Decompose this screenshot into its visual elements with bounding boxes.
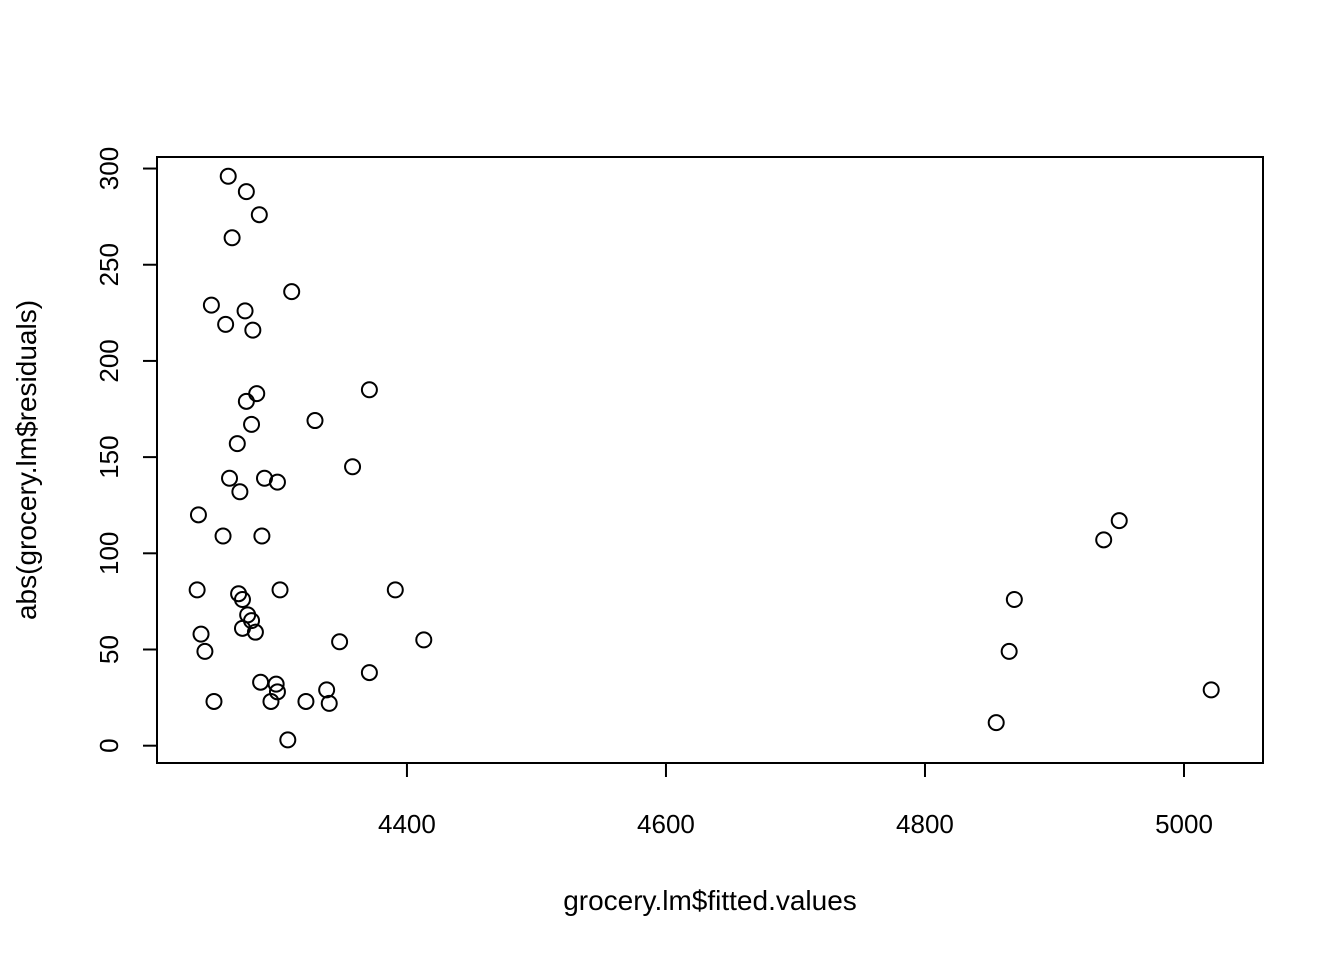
data-point bbox=[202, 296, 220, 314]
data-point bbox=[252, 673, 270, 691]
data-point bbox=[250, 206, 268, 224]
data-point bbox=[214, 527, 232, 545]
data-point bbox=[386, 581, 404, 599]
data-point bbox=[268, 473, 286, 491]
data-point bbox=[1202, 681, 1220, 699]
data-point bbox=[248, 385, 266, 403]
data-point bbox=[233, 590, 251, 608]
x-axis-label: grocery.lm$fitted.values bbox=[563, 885, 857, 916]
data-point bbox=[987, 714, 1005, 732]
x-tick-label: 4800 bbox=[896, 809, 954, 839]
data-points bbox=[188, 167, 1220, 749]
plot-frame bbox=[156, 156, 1264, 764]
data-point bbox=[1000, 642, 1018, 660]
data-point bbox=[244, 321, 262, 339]
data-point bbox=[237, 183, 255, 201]
y-tick-label: 100 bbox=[94, 532, 124, 575]
data-point bbox=[318, 681, 336, 699]
data-point bbox=[1095, 531, 1113, 549]
data-point bbox=[267, 675, 285, 693]
y-tick-label: 50 bbox=[94, 635, 124, 664]
y-tick-label: 250 bbox=[94, 243, 124, 286]
data-point bbox=[1005, 590, 1023, 608]
data-point bbox=[344, 458, 362, 476]
data-point bbox=[279, 731, 297, 749]
data-point bbox=[1110, 512, 1128, 530]
data-point bbox=[219, 167, 237, 185]
data-point bbox=[221, 469, 239, 487]
y-tick-label: 300 bbox=[94, 147, 124, 190]
data-point bbox=[243, 415, 261, 433]
data-point bbox=[188, 581, 206, 599]
data-point bbox=[360, 381, 378, 399]
data-point bbox=[262, 692, 280, 710]
data-point bbox=[228, 435, 246, 453]
data-point bbox=[271, 581, 289, 599]
x-tick-label: 4600 bbox=[637, 809, 695, 839]
data-point bbox=[297, 692, 315, 710]
data-point bbox=[253, 527, 271, 545]
data-point bbox=[223, 229, 241, 247]
data-point bbox=[237, 392, 255, 410]
data-point bbox=[415, 631, 433, 649]
data-point bbox=[320, 694, 338, 712]
data-point bbox=[192, 625, 210, 643]
data-point bbox=[236, 302, 254, 320]
x-tick-label: 4400 bbox=[378, 809, 436, 839]
data-point bbox=[246, 623, 264, 641]
data-point bbox=[196, 642, 214, 660]
data-point bbox=[189, 506, 207, 524]
data-point bbox=[217, 315, 235, 333]
data-point bbox=[231, 483, 249, 501]
data-point bbox=[360, 664, 378, 682]
y-tick-label: 0 bbox=[94, 738, 124, 752]
data-point bbox=[205, 692, 223, 710]
data-point bbox=[306, 412, 324, 430]
data-point bbox=[283, 283, 301, 301]
y-tick-label: 150 bbox=[94, 435, 124, 478]
x-tick-label: 5000 bbox=[1155, 809, 1213, 839]
data-point bbox=[331, 633, 349, 651]
x-axis: 4400 4600 4800 5000 bbox=[378, 762, 1213, 839]
y-tick-label: 200 bbox=[94, 339, 124, 382]
y-axis: 0 50 100 150 200 250 300 bbox=[94, 147, 158, 753]
y-axis-label: abs(grocery.lm$residuals) bbox=[11, 300, 42, 620]
